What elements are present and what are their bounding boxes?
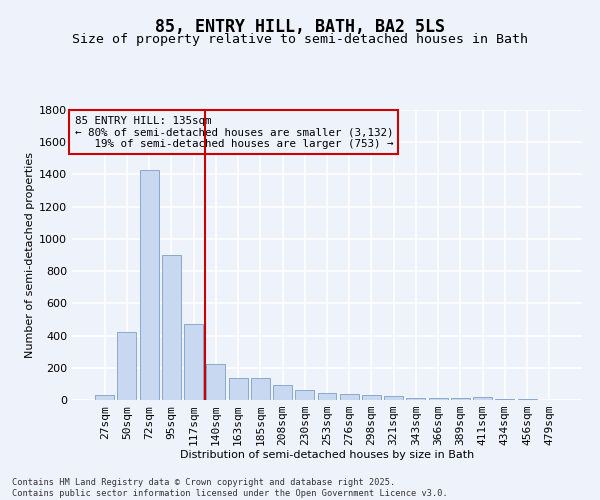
Y-axis label: Number of semi-detached properties: Number of semi-detached properties [25, 152, 35, 358]
Bar [95, 395, 114, 400]
Bar [384, 396, 403, 400]
Bar [340, 394, 359, 400]
Bar [362, 395, 381, 400]
Bar [273, 384, 292, 400]
Bar [162, 255, 181, 400]
Bar [295, 390, 314, 400]
X-axis label: Distribution of semi-detached houses by size in Bath: Distribution of semi-detached houses by … [180, 450, 474, 460]
Bar [184, 324, 203, 400]
Bar [206, 364, 225, 400]
Bar [406, 398, 425, 400]
Bar [518, 399, 536, 400]
Bar [473, 397, 492, 400]
Bar [317, 393, 337, 400]
Bar [429, 398, 448, 400]
Bar [140, 170, 158, 400]
Bar [251, 378, 270, 400]
Bar [496, 398, 514, 400]
Bar [118, 332, 136, 400]
Text: 85, ENTRY HILL, BATH, BA2 5LS: 85, ENTRY HILL, BATH, BA2 5LS [155, 18, 445, 36]
Bar [451, 398, 470, 400]
Text: Size of property relative to semi-detached houses in Bath: Size of property relative to semi-detach… [72, 32, 528, 46]
Text: Contains HM Land Registry data © Crown copyright and database right 2025.
Contai: Contains HM Land Registry data © Crown c… [12, 478, 448, 498]
Bar [229, 378, 248, 400]
Text: 85 ENTRY HILL: 135sqm
← 80% of semi-detached houses are smaller (3,132)
   19% o: 85 ENTRY HILL: 135sqm ← 80% of semi-deta… [74, 116, 393, 149]
